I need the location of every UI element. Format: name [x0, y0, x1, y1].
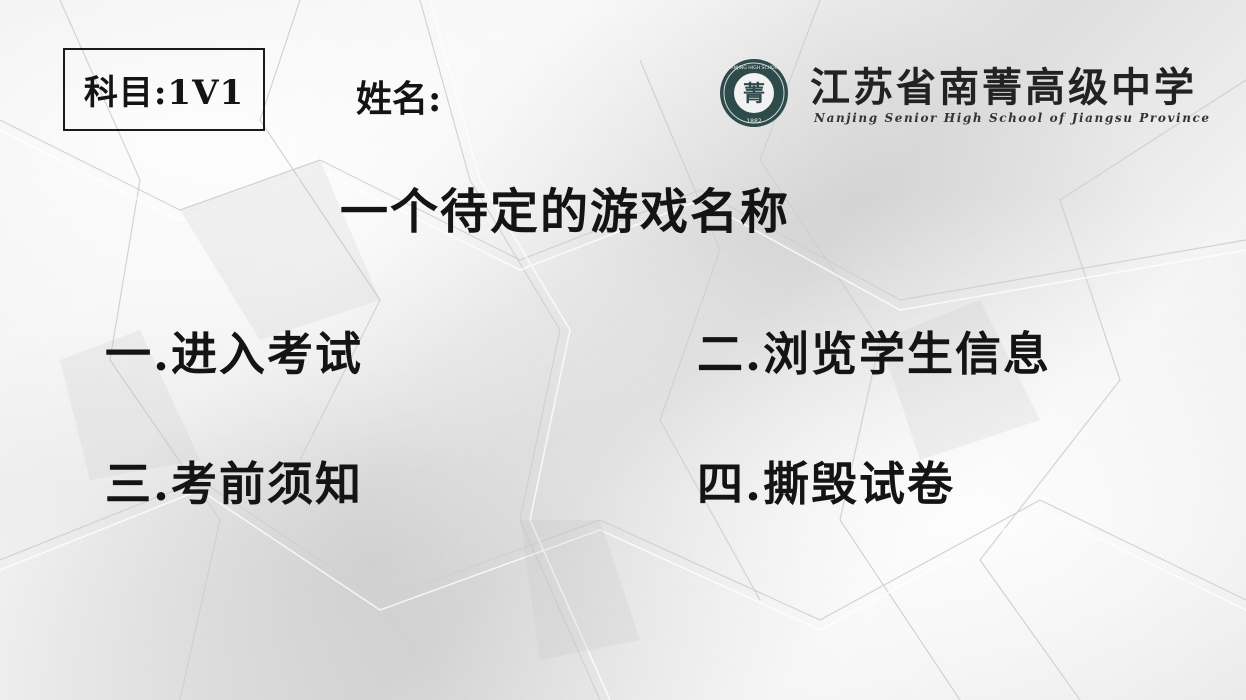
subject-label-box: 科目:1V1 [63, 48, 265, 131]
menu-browse-student-info[interactable]: 二.浏览学生信息 [697, 327, 1052, 381]
seal-char: 菁 [743, 81, 765, 107]
school-seal-icon: 菁 1882 NANJING HIGH SCHOOL [720, 59, 788, 127]
school-name-english: Nanjing Senior High School of Jiangsu Pr… [814, 111, 1211, 125]
subject-label: 科目:1V1 [83, 73, 245, 113]
school-name-chinese: 江苏省南菁高级中学 [810, 64, 1197, 111]
seal-top-text: NANJING HIGH SCHOOL [727, 65, 781, 71]
menu-enter-exam[interactable]: 一.进入考试 [105, 327, 364, 381]
menu-tear-exam-paper[interactable]: 四.撕毁试卷 [697, 457, 956, 511]
seal-year: 1882 [746, 118, 761, 125]
menu-exam-notes[interactable]: 三.考前须知 [105, 457, 364, 511]
school-logo: 菁 1882 NANJING HIGH SCHOOL 江苏省南菁高级中学 Nan… [718, 55, 1209, 135]
student-name-label: 姓名: [356, 78, 442, 120]
game-title: 一个待定的游戏名称 [340, 184, 791, 240]
